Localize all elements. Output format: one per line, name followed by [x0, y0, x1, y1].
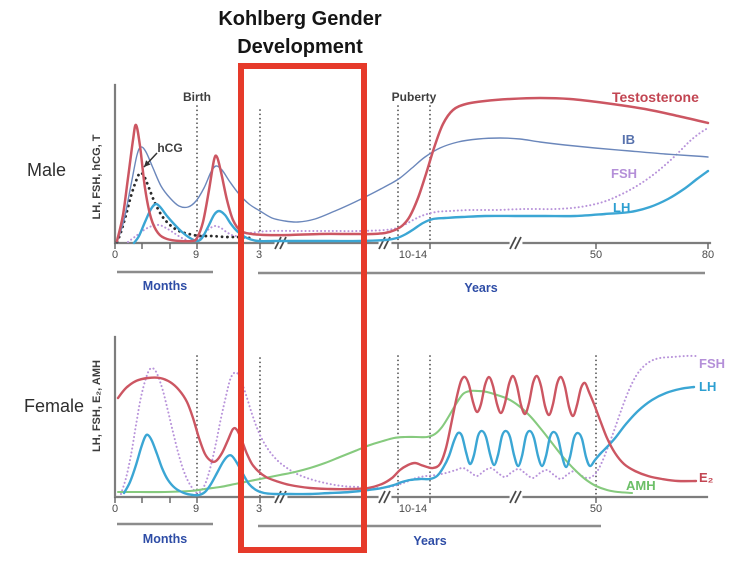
female-series-label-lh: LH: [699, 379, 717, 394]
female-break-1: [378, 490, 391, 504]
male-tick-label-10-14: 10-14: [398, 249, 428, 261]
male-series-fsh-line: [127, 127, 709, 243]
figure-title-line2: Development: [237, 36, 363, 58]
female-series-amh-line: [116, 389, 634, 495]
male-series-ib-line: [116, 137, 709, 243]
male-series-testosterone-line: [115, 96, 710, 243]
female-y-axis-label: LH, FSH, E₂, AMH: [91, 360, 103, 452]
male-break-0: [274, 236, 287, 250]
male-series-lh-line: [132, 169, 710, 245]
female-series-e2-line: [116, 374, 698, 491]
male-tick-label-80: 80: [701, 249, 715, 261]
male-section-label-months: Months: [142, 279, 188, 293]
male-y-axis-label: LH, FSH, hCG, T: [91, 134, 103, 220]
male-tick-label-50: 50: [589, 249, 603, 261]
male-annotation-arrow-head: [144, 160, 151, 167]
female-tick-label-50: 50: [589, 503, 603, 515]
male-series-label-fsh: FSH: [611, 166, 637, 181]
male-tick-label-3: 3: [255, 249, 263, 261]
female-tick-label-3: 3: [255, 503, 263, 515]
female-row-label: Female: [24, 396, 85, 416]
female-series-label-e2: E₂: [699, 470, 714, 485]
female-tick-label-10-14: 10-14: [398, 503, 428, 515]
figure-title: Kohlberg Gender Development: [185, 5, 415, 61]
male-tick-label-9: 9: [192, 249, 200, 261]
female-series-label-fsh: FSH: [699, 356, 725, 371]
figure-title-line1: Kohlberg Gender: [218, 8, 382, 30]
male-row-label: Male: [27, 160, 67, 180]
male-series-label-testosterone: Testosterone: [612, 89, 699, 105]
female-series-lh-line: [122, 385, 696, 497]
male-series-label-lh: LH: [613, 200, 631, 215]
female-series-label-amh: AMH: [626, 478, 656, 493]
male-break-2: [509, 236, 522, 250]
male-annotation-hcg: hCG: [157, 141, 183, 155]
male-series-label-ib: IB: [622, 132, 635, 147]
male-tick-label-0: 0: [111, 249, 119, 261]
male-section-label-years: Years: [464, 281, 498, 295]
female-section-label-months: Months: [142, 532, 188, 546]
female-tick-label-0: 0: [111, 503, 119, 515]
female-axes: [113, 335, 709, 499]
female-section-label-years: Years: [413, 534, 447, 548]
female-series-fsh-line: [120, 354, 697, 495]
male-vline-label-puberty: Puberty: [391, 90, 437, 104]
female-tick-label-9: 9: [192, 503, 200, 515]
female-break-2: [509, 490, 522, 504]
male-vline-label-birth: Birth: [183, 90, 211, 104]
